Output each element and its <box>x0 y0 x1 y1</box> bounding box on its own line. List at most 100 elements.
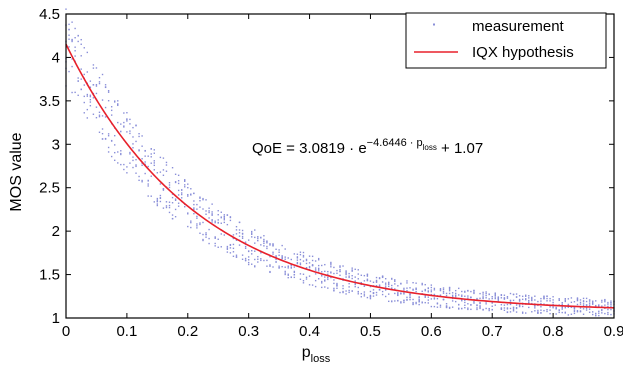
measurement-point <box>485 307 487 310</box>
measurement-point <box>595 312 597 315</box>
measurement-point <box>540 309 542 311</box>
measurement-point <box>488 293 490 296</box>
measurement-point <box>180 189 183 191</box>
measurement-point <box>107 89 110 92</box>
measurement-point <box>77 94 79 97</box>
measurement-point <box>217 246 219 248</box>
measurement-point <box>159 171 162 173</box>
measurement-point <box>418 299 420 302</box>
measurement-point <box>521 312 524 314</box>
measurement-point <box>479 305 481 307</box>
measurement-point <box>515 304 518 306</box>
measurement-point <box>89 101 92 103</box>
measurement-point <box>208 217 210 219</box>
measurement-point <box>220 246 222 248</box>
measurement-point <box>555 308 557 310</box>
measurement-point <box>330 276 332 279</box>
measurement-point <box>247 259 250 261</box>
measurement-point <box>591 313 594 316</box>
measurement-point <box>80 43 82 45</box>
measurement-point <box>317 267 320 270</box>
measurement-point <box>327 273 329 276</box>
measurement-point <box>476 297 478 300</box>
measurement-point <box>479 301 481 304</box>
measurement-point <box>156 199 159 201</box>
measurement-point <box>388 293 390 295</box>
measurement-point <box>71 40 73 43</box>
measurement-point <box>241 258 244 260</box>
measurement-point <box>71 58 73 60</box>
measurement-point <box>354 276 356 278</box>
x-tick-label: 0.8 <box>543 323 564 340</box>
measurement-point <box>464 295 466 297</box>
measurement-point <box>187 213 189 215</box>
measurement-point <box>339 291 341 294</box>
measurement-point <box>162 174 165 176</box>
measurement-point <box>135 164 137 166</box>
measurement-point <box>479 292 481 295</box>
measurement-point <box>177 194 180 196</box>
x-tick-label: 0 <box>62 323 70 340</box>
measurement-point <box>80 55 82 57</box>
measurement-point <box>235 229 238 231</box>
measurement-point <box>199 200 201 202</box>
measurement-point <box>177 182 180 185</box>
measurement-point <box>95 83 98 86</box>
measurement-point <box>464 304 466 306</box>
measurement-point <box>375 294 378 296</box>
measurement-point <box>354 280 356 282</box>
measurement-point <box>488 298 490 300</box>
measurement-point <box>394 288 396 290</box>
measurement-point <box>269 255 271 258</box>
measurement-point <box>257 239 259 242</box>
measurement-point <box>98 111 101 114</box>
measurement-point <box>278 265 280 267</box>
measurement-point <box>582 303 585 305</box>
measurement-point <box>454 292 457 295</box>
measurement-point <box>448 307 451 309</box>
measurement-point <box>506 311 509 313</box>
measurement-point <box>372 295 375 297</box>
measurement-point <box>187 186 189 189</box>
measurement-point <box>223 234 226 236</box>
measurement-point <box>308 266 311 269</box>
measurement-point <box>269 264 271 266</box>
measurement-point <box>174 199 177 201</box>
measurement-point <box>138 135 140 138</box>
x-tick-label: 0.7 <box>482 323 503 340</box>
measurement-point <box>120 123 122 125</box>
measurement-point <box>308 255 311 257</box>
measurement-point <box>101 132 104 135</box>
measurement-point <box>190 220 192 222</box>
measurement-point <box>458 303 460 306</box>
measurement-point <box>525 299 527 301</box>
measurement-point <box>494 294 496 296</box>
measurement-point <box>564 299 566 301</box>
measurement-point <box>369 290 372 293</box>
measurement-point <box>500 294 503 297</box>
measurement-point <box>500 297 503 299</box>
measurement-point <box>333 272 335 275</box>
x-axis-title: ploss <box>302 344 331 365</box>
measurement-point <box>427 299 429 301</box>
measurement-point <box>588 299 591 301</box>
measurement-point <box>299 278 302 280</box>
measurement-point <box>299 251 302 253</box>
measurement-point <box>196 208 198 210</box>
measurement-point <box>604 312 606 315</box>
measurement-point <box>433 287 436 290</box>
measurement-point <box>153 152 155 154</box>
measurement-point <box>546 308 548 311</box>
measurement-point <box>107 135 110 137</box>
measurement-point <box>400 301 402 303</box>
measurement-point <box>360 274 363 276</box>
measurement-point <box>372 292 375 294</box>
measurement-point <box>388 285 390 288</box>
y-tick-label: 3.5 <box>39 93 60 110</box>
measurement-point <box>549 306 551 308</box>
measurement-point <box>409 296 411 298</box>
measurement-point <box>199 196 201 198</box>
measurement-point <box>299 263 302 266</box>
measurement-point <box>92 113 95 115</box>
measurement-point <box>272 251 274 253</box>
